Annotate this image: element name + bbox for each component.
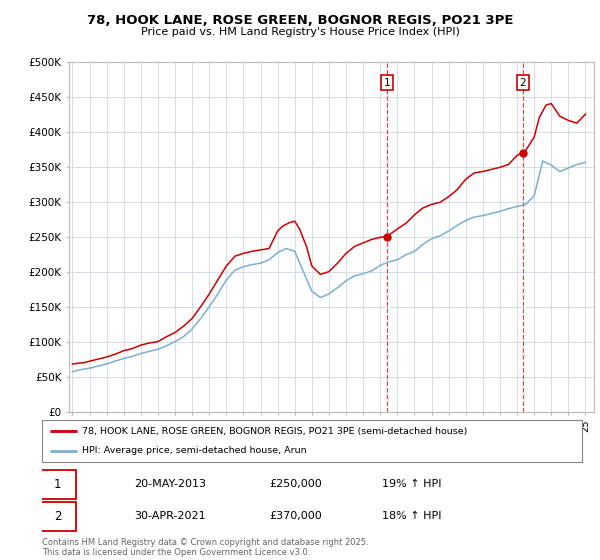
Text: 2: 2 xyxy=(520,78,526,87)
Text: 78, HOOK LANE, ROSE GREEN, BOGNOR REGIS, PO21 3PE: 78, HOOK LANE, ROSE GREEN, BOGNOR REGIS,… xyxy=(87,14,513,27)
Text: 30-APR-2021: 30-APR-2021 xyxy=(134,511,205,521)
Text: 1: 1 xyxy=(383,78,390,87)
Text: 20-MAY-2013: 20-MAY-2013 xyxy=(134,479,206,489)
Text: HPI: Average price, semi-detached house, Arun: HPI: Average price, semi-detached house,… xyxy=(83,446,307,455)
FancyBboxPatch shape xyxy=(40,502,76,531)
Text: 1: 1 xyxy=(54,478,61,491)
Text: 19% ↑ HPI: 19% ↑ HPI xyxy=(382,479,442,489)
Text: £250,000: £250,000 xyxy=(269,479,322,489)
Text: 18% ↑ HPI: 18% ↑ HPI xyxy=(382,511,442,521)
FancyBboxPatch shape xyxy=(40,470,76,499)
Text: 78, HOOK LANE, ROSE GREEN, BOGNOR REGIS, PO21 3PE (semi-detached house): 78, HOOK LANE, ROSE GREEN, BOGNOR REGIS,… xyxy=(83,427,468,436)
Text: 2: 2 xyxy=(54,510,61,523)
Text: £370,000: £370,000 xyxy=(269,511,322,521)
Text: Contains HM Land Registry data © Crown copyright and database right 2025.
This d: Contains HM Land Registry data © Crown c… xyxy=(42,538,368,557)
Text: Price paid vs. HM Land Registry's House Price Index (HPI): Price paid vs. HM Land Registry's House … xyxy=(140,27,460,37)
